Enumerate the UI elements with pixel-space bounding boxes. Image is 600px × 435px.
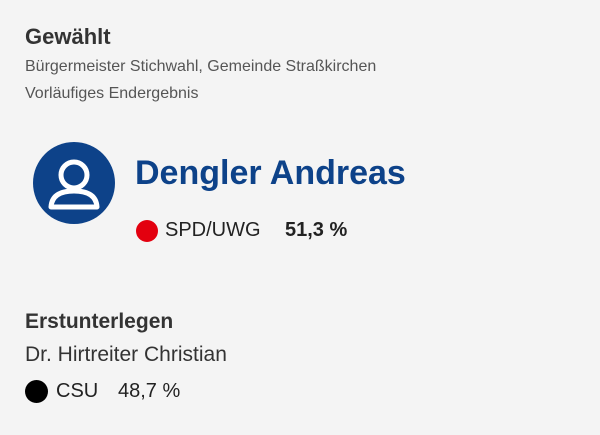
party: CSU [56,380,99,402]
party-dot [25,380,48,403]
party: SPD/UWG [165,219,261,241]
heading: Erstunterlegen [25,310,174,333]
percent: 48,7 % [118,380,181,402]
winner-name: Dengler Andreas [135,154,406,192]
election-name: Bürgermeister Stichwahl, Gemeinde Straßk… [25,58,377,75]
party-dot [136,220,158,242]
runner-up-name: Dr. Hirtreiter Christian [25,343,227,366]
heading: Gewählt [25,24,111,49]
avatar-icon [33,142,115,224]
percent: 51,3 % [285,219,348,241]
status: Vorläufiges Endergebnis [25,85,199,102]
